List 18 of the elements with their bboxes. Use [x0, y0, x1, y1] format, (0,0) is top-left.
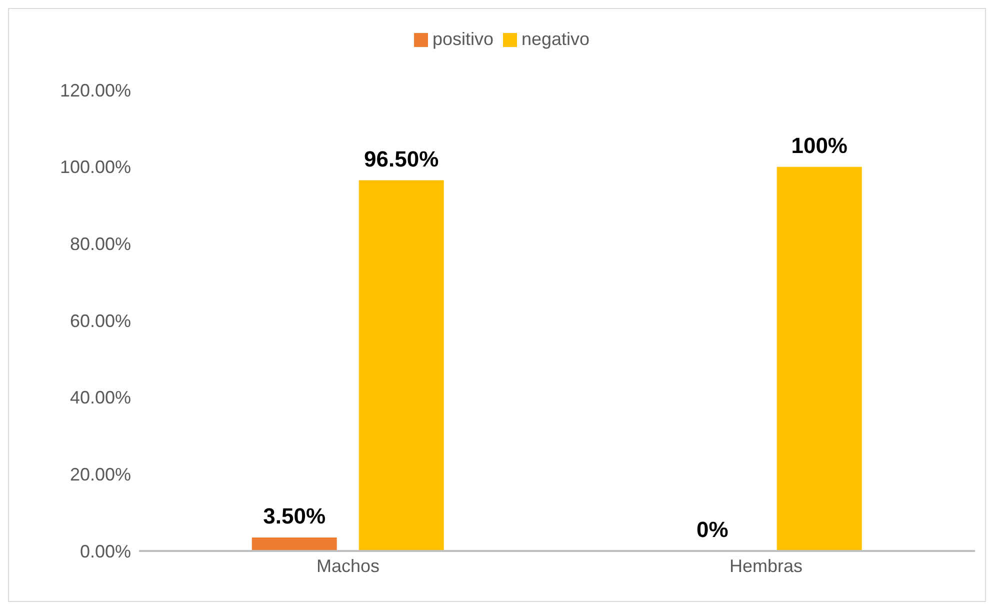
bar [358, 180, 444, 551]
legend-label: positivo [432, 29, 494, 49]
bar [776, 166, 862, 551]
y-tick-label: 20.00% [70, 464, 131, 485]
y-tick-label: 80.00% [70, 234, 131, 254]
y-tick-label: 0.00% [80, 541, 131, 562]
y-tick-label: 60.00% [70, 310, 131, 331]
data-label: 96.50% [364, 146, 439, 172]
data-label: 0% [696, 516, 728, 542]
x-tick-label: Hembras [729, 556, 803, 576]
bar [252, 538, 337, 551]
data-label: 3.50% [263, 504, 326, 529]
data-label: 100% [791, 132, 848, 158]
y-tick-label: 100.00% [60, 157, 131, 178]
legend-label: negativo [521, 29, 590, 49]
y-tick-label: 40.00% [70, 388, 131, 408]
x-tick-label: Machos [316, 556, 380, 576]
y-tick-label: 120.00% [60, 80, 131, 100]
